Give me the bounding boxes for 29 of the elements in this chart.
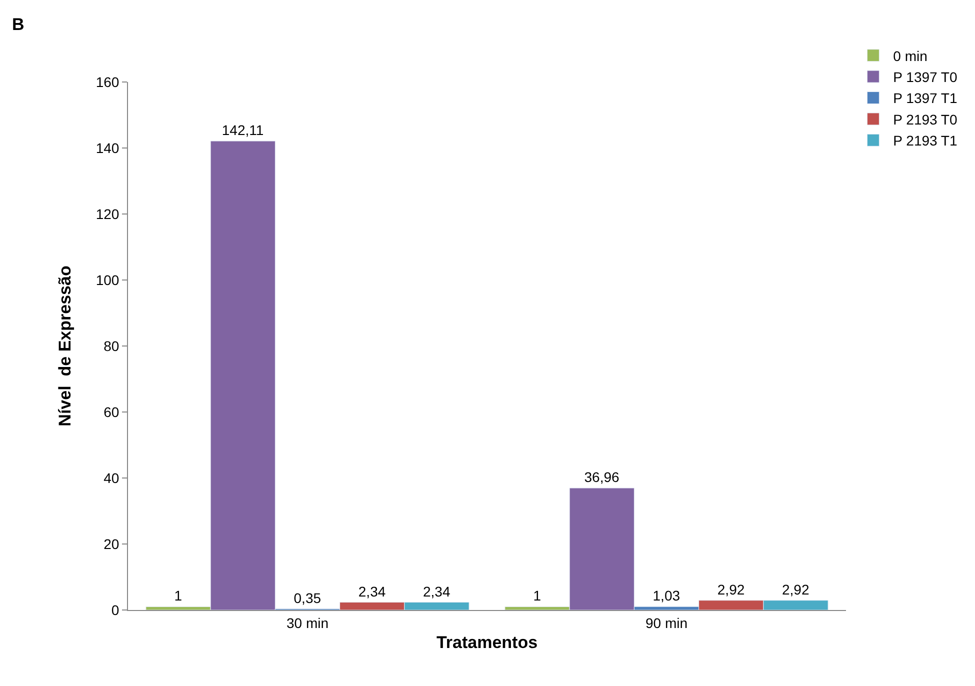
- x-tick-label: 90 min: [645, 614, 688, 631]
- y-tick-label: 20: [104, 536, 120, 552]
- y-tick-label: 0: [111, 602, 120, 618]
- data-label: 2,92: [717, 581, 745, 598]
- data-label: 0,35: [294, 590, 322, 606]
- legend-label: P 2193 T1: [893, 132, 958, 149]
- data-label: 2,92: [782, 581, 810, 598]
- text: B: [12, 15, 24, 34]
- data-label: 142,11: [222, 122, 264, 138]
- y-tick-label: 40: [104, 470, 120, 486]
- data-label: 2,34: [358, 583, 386, 600]
- y-axis-title: Nível de Expressão: [55, 266, 74, 426]
- legend-label: P 1397 T0: [893, 69, 958, 86]
- legend-label: P 2193 T0: [893, 111, 958, 128]
- y-tick-label: 60: [104, 404, 120, 420]
- data-label: 36,96: [584, 469, 620, 486]
- data-label: 2,34: [423, 583, 450, 600]
- data-label: 1,03: [652, 588, 680, 604]
- y-tick-label: 140: [96, 140, 120, 156]
- y-tick-label: 100: [96, 272, 120, 288]
- data-label: 1: [533, 588, 542, 604]
- y-tick-label: 160: [96, 74, 120, 90]
- x-tick-label: 30 min: [286, 614, 329, 631]
- data-label: 1: [174, 588, 182, 604]
- x-axis-title: Tratamentos: [436, 633, 538, 652]
- legend-label: P 1397 T1: [893, 90, 958, 106]
- legend-label: 0 min: [893, 48, 928, 64]
- y-tick-label: 120: [96, 206, 120, 222]
- y-tick-label: 80: [104, 338, 120, 354]
